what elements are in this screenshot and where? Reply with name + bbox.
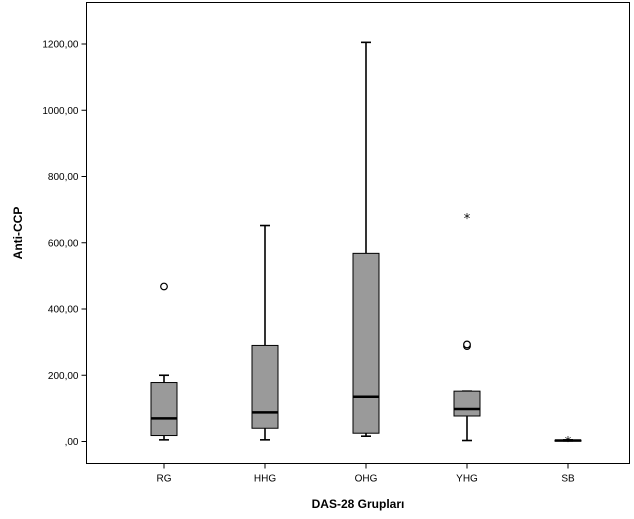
box-iqr <box>251 344 279 429</box>
outlier-circle <box>160 282 168 291</box>
x-tick-label: OHG <box>355 474 378 485</box>
x-tick-label: YHG <box>456 474 478 485</box>
box-yhg: * <box>453 212 481 442</box>
y-tick-label: 400,00 <box>48 305 79 316</box>
box-ohg <box>352 41 380 438</box>
y-tick-label: 200,00 <box>48 371 79 382</box>
y-tick-label: 1000,00 <box>42 106 79 117</box>
y-axis: ,00 200,00 400,00 600,00 800,00 1000,00 1200,0… <box>42 40 87 448</box>
y-axis-title: Anti-CCP <box>11 207 25 260</box>
x-tick-label: HHG <box>254 474 276 485</box>
x-axis: RG HHG OHG YHG SB <box>157 463 575 485</box>
outlier-circle <box>463 340 471 349</box>
box-hhg <box>251 224 279 441</box>
box-series: ** <box>150 41 582 450</box>
y-tick-label: 600,00 <box>48 238 79 249</box>
y-tick-label: 1200,00 <box>42 40 79 51</box>
box-iqr <box>352 252 380 434</box>
y-tick-label: 800,00 <box>48 172 79 183</box>
y-tick-label: ,00 <box>65 437 79 448</box>
x-tick-label: SB <box>561 474 575 485</box>
box-iqr <box>453 390 481 417</box>
box-rg <box>150 282 178 441</box>
box-iqr <box>150 382 178 437</box>
outlier-star: * <box>565 435 572 450</box>
x-tick-label: RG <box>157 474 172 485</box>
x-axis-title: DAS-28 Grupları <box>312 497 405 511</box>
box-sb: * <box>554 435 582 450</box>
outlier-star: * <box>464 212 471 227</box>
